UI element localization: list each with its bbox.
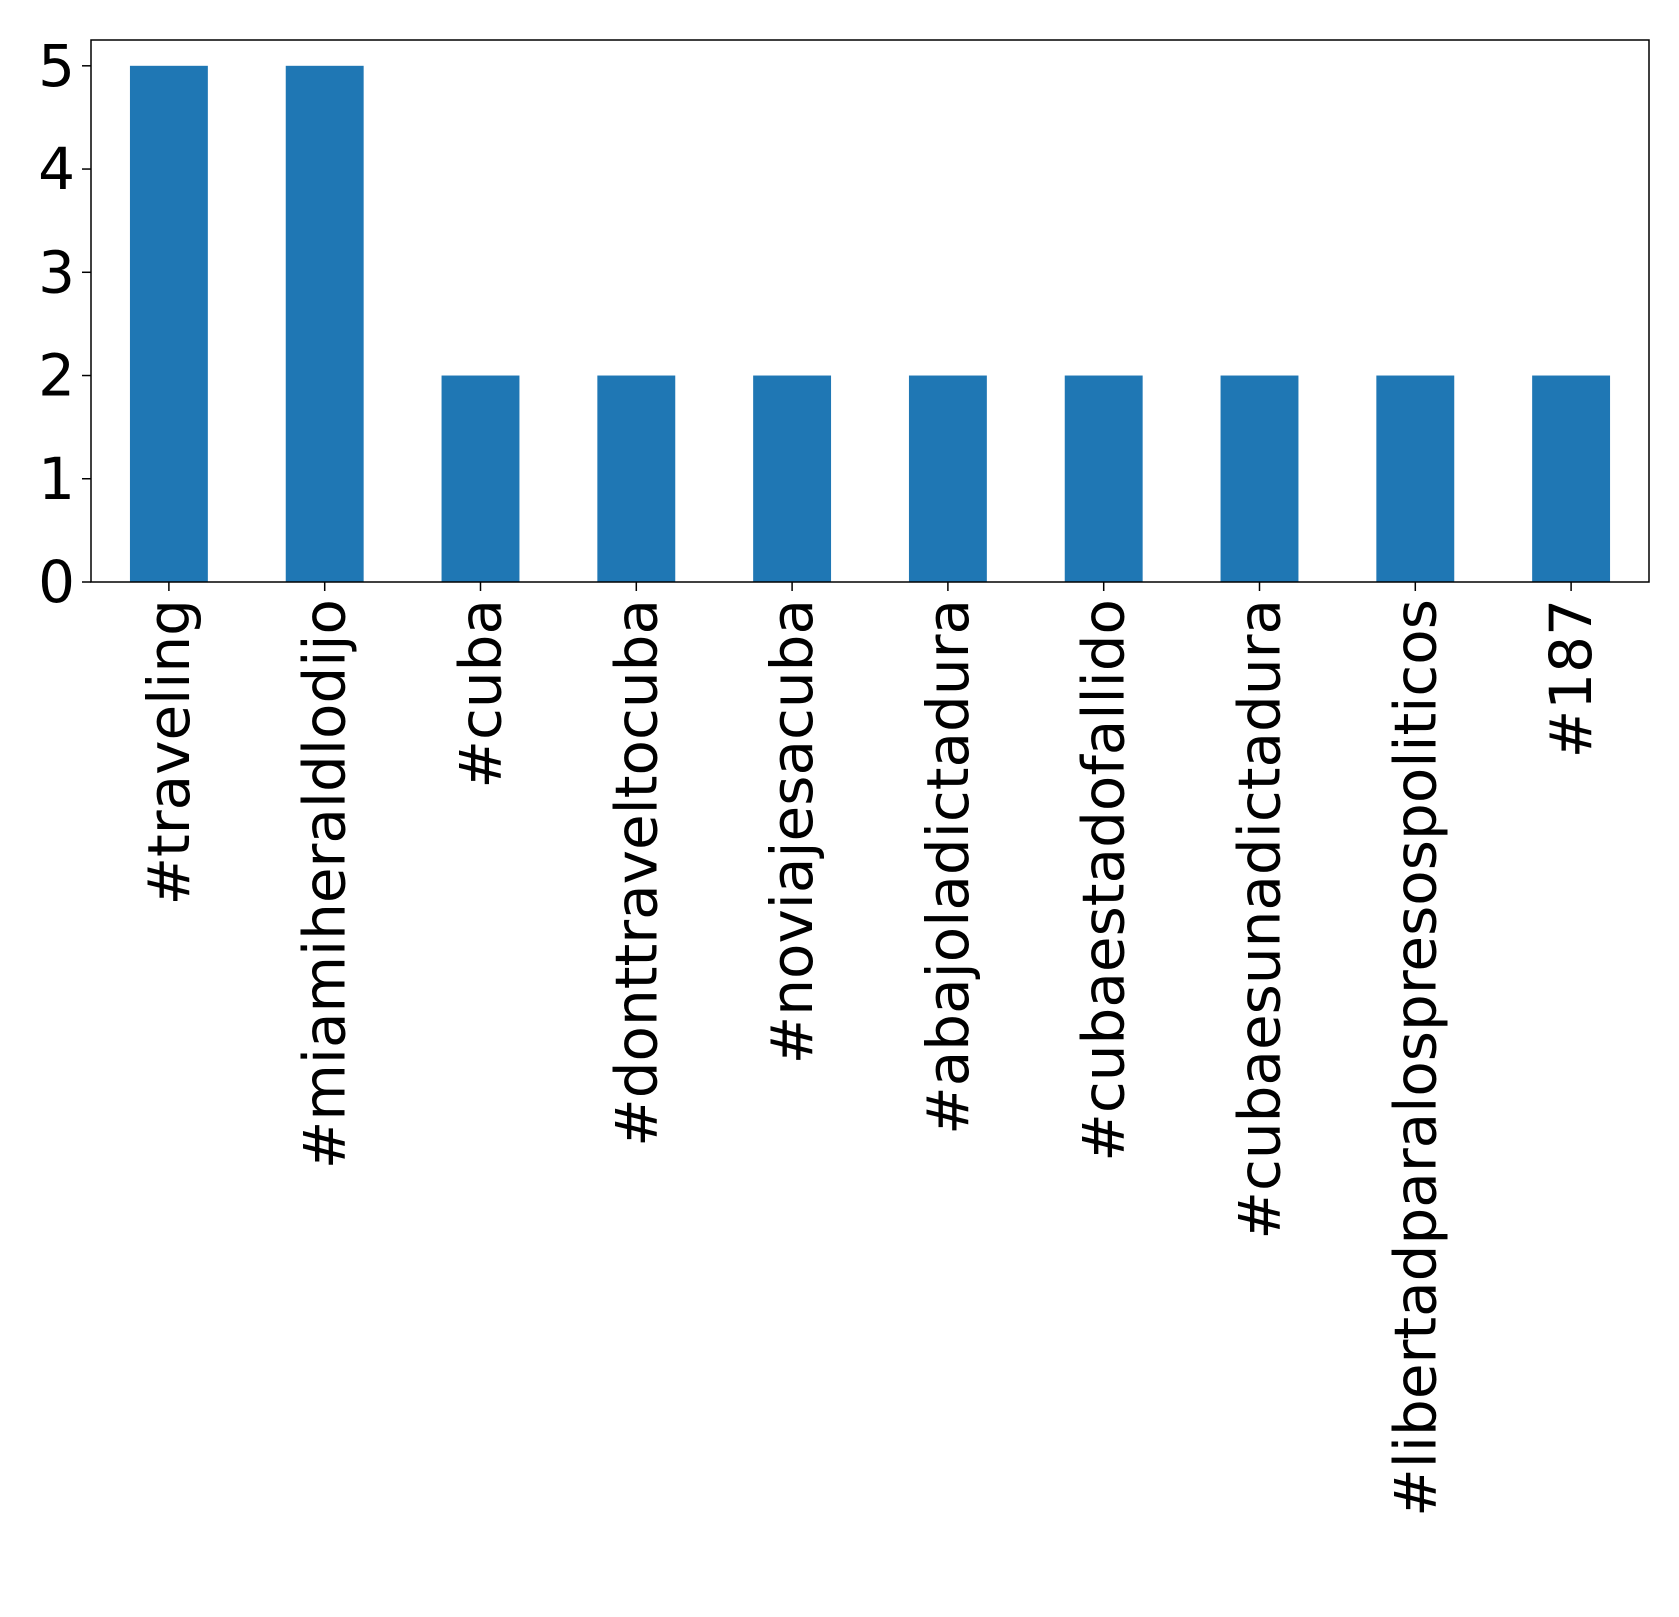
x-tick-label-0: #traveling [135, 599, 203, 906]
bar-3 [597, 375, 676, 582]
bar-0 [129, 65, 208, 583]
x-tick-label-3: #donttraveltocuba [602, 599, 670, 1147]
bar-6 [1064, 375, 1143, 582]
y-tick-label-0: 0 [38, 548, 75, 616]
bars-group [129, 65, 1611, 583]
x-tick-label-1: #miamiheraldlodijo [291, 599, 359, 1169]
x-tick-label-9: #187 [1537, 599, 1605, 758]
y-tick-label-2: 2 [38, 342, 75, 410]
x-tick-label-6: #cubaestadofallido [1070, 599, 1138, 1162]
y-tick-label-3: 3 [38, 238, 75, 306]
x-tick-label-5: #abajoladictadura [914, 599, 982, 1135]
bar-4 [753, 375, 832, 582]
y-tick-label-5: 5 [38, 32, 75, 100]
bar-5 [908, 375, 987, 582]
plot-frame [90, 39, 1650, 583]
y-tick-label-1: 1 [38, 445, 75, 513]
x-tick-label-7: #cubaesunadictadura [1226, 599, 1294, 1240]
x-tick-label-2: #cuba [447, 599, 515, 789]
y-axis: 0 1 2 3 4 5 [38, 32, 91, 616]
bar-2 [441, 375, 520, 582]
x-tick-label-8: #libertadparalospresospoliticos [1381, 599, 1449, 1517]
x-axis: #traveling #miamiheraldlodijo #cuba #donttr… [135, 582, 1605, 1517]
bar-7 [1220, 375, 1299, 582]
y-tick-label-4: 4 [38, 135, 75, 203]
x-tick-label-4: #noviajesacuba [758, 599, 826, 1064]
bar-1 [285, 65, 364, 583]
bar-9 [1532, 375, 1611, 582]
bar-8 [1376, 375, 1455, 582]
